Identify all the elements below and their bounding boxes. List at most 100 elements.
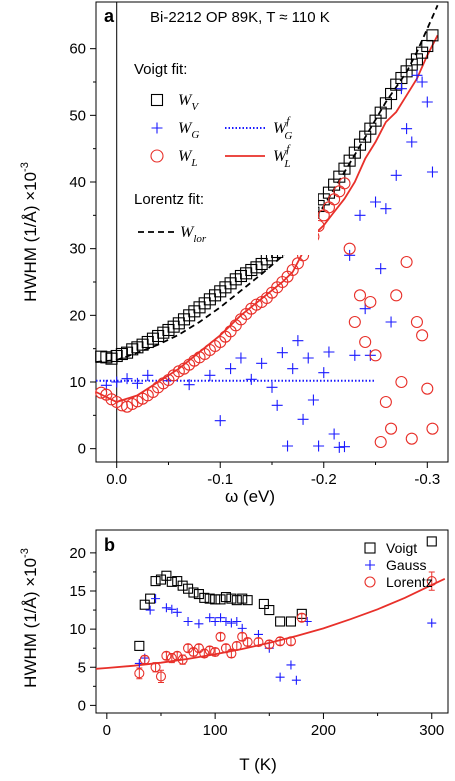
point-wg [266, 381, 278, 393]
point-lorentz [161, 650, 172, 661]
panel-a-legend: Voigt fit: Lorentz fit: WV WG Wf G WL Wf L Wlor [128, 55, 318, 255]
point-voigt [139, 599, 150, 610]
point-voigt [226, 593, 237, 604]
point-gauss [221, 617, 231, 626]
point-wg [256, 357, 268, 369]
point-wg [406, 136, 418, 148]
point-wg [421, 96, 433, 108]
panel-a: a Bi-2212 OP 89K, T ≈ 110 K 0.0 -0.1 -0.2 -… [19, 1, 449, 506]
error-bar [217, 632, 224, 642]
point-wg [313, 440, 325, 452]
point-wg [131, 377, 143, 389]
point-lorentz [210, 646, 221, 658]
point-wg [411, 69, 423, 81]
point-wl [416, 329, 429, 342]
point-voigt [134, 640, 145, 651]
point-wg [323, 346, 335, 358]
point-lorentz [296, 612, 307, 623]
legend-label-wv: WV [178, 92, 199, 113]
point-voigt [188, 587, 199, 598]
point-voigt [275, 616, 286, 627]
point-wg [333, 441, 345, 453]
legend-label-wg: WG [178, 120, 199, 141]
point-wl [343, 242, 356, 255]
point-wg [338, 441, 350, 453]
point-wg [416, 76, 428, 88]
point-wg [426, 166, 438, 178]
point-wl [353, 289, 367, 302]
x-tick-label: -0.3 [414, 471, 440, 488]
point-wg [225, 363, 237, 375]
point-wg [271, 399, 283, 411]
y-tick-label: 15 [69, 583, 86, 600]
y-tick-label: 10 [69, 374, 86, 391]
point-voigt [161, 570, 172, 581]
panel-a-title: Bi-2212 OP 89K, T ≈ 110 K [150, 9, 330, 26]
point-voigt [166, 576, 177, 587]
point-gauss [210, 617, 220, 626]
point-wg [204, 369, 216, 381]
point-gauss [226, 618, 236, 628]
panel-a-plot-area [95, 2, 439, 462]
series-line-Lfit [95, 577, 446, 670]
point-lorentz [177, 654, 188, 665]
point-voigt [237, 593, 248, 604]
point-gauss [194, 619, 204, 629]
x-tick-label: 100 [203, 722, 228, 739]
error-bar [428, 571, 435, 591]
point-lorentz [166, 653, 177, 664]
y-tick-label: 40 [69, 174, 86, 191]
point-wg [245, 373, 257, 385]
point-lorentz [220, 643, 232, 654]
legend-voigt-header: Voigt fit: [134, 61, 187, 78]
point-gauss [286, 660, 296, 670]
point-voigt [231, 595, 242, 606]
legend-marker-gauss [365, 560, 375, 570]
point-wg [282, 440, 294, 452]
point-wl [395, 375, 408, 389]
point-wg [344, 249, 356, 261]
point-voigt [204, 593, 215, 604]
point-voigt [242, 595, 253, 606]
y-tick-label: 60 [69, 41, 86, 58]
legend-marker-lorentz [364, 576, 376, 588]
point-lorentz [155, 671, 167, 682]
point-voigt [220, 592, 232, 603]
point-voigt [258, 598, 269, 610]
point-wl [374, 435, 387, 449]
legend-background [128, 55, 318, 255]
point-wl [95, 386, 108, 399]
point-gauss [167, 604, 177, 614]
point-voigt [193, 588, 204, 600]
point-wg [183, 379, 195, 391]
point-lorentz [226, 648, 237, 659]
x-tick-label: 200 [311, 722, 336, 739]
panel-b-ylabel: HWHM (1/Å) ×10-3 [19, 548, 40, 688]
point-wg [302, 352, 314, 364]
point-voigt [183, 583, 194, 594]
y-tick-label: 10 [69, 621, 86, 638]
point-voigt [199, 592, 210, 603]
point-lorentz [215, 631, 226, 642]
point-lorentz [253, 637, 264, 648]
x-tick-label: -0.2 [311, 471, 337, 488]
legend-marker-wl [150, 149, 164, 163]
point-wl [364, 295, 377, 309]
legend-label-voigt: Voigt [386, 540, 417, 556]
point-wg [385, 316, 397, 328]
legend-label-wgf: Wf G [273, 115, 292, 142]
point-wl [348, 315, 361, 329]
point-lorentz [285, 636, 297, 647]
point-gauss [145, 605, 155, 615]
point-gauss [172, 607, 182, 617]
error-bar [233, 641, 240, 651]
point-wl [369, 349, 382, 362]
point-gauss [237, 623, 247, 633]
point-lorentz [426, 576, 437, 587]
point-wg [121, 373, 133, 385]
legend-marker-wg [151, 122, 163, 134]
panel-b-axes: 0 100 200 300 0 5 10 15 20 [69, 545, 444, 739]
panel-a-axes: 0.0 -0.1 -0.2 -0.3 0 10 20 30 40 50 60 [69, 41, 440, 488]
legend-marker-voigt [364, 542, 376, 554]
